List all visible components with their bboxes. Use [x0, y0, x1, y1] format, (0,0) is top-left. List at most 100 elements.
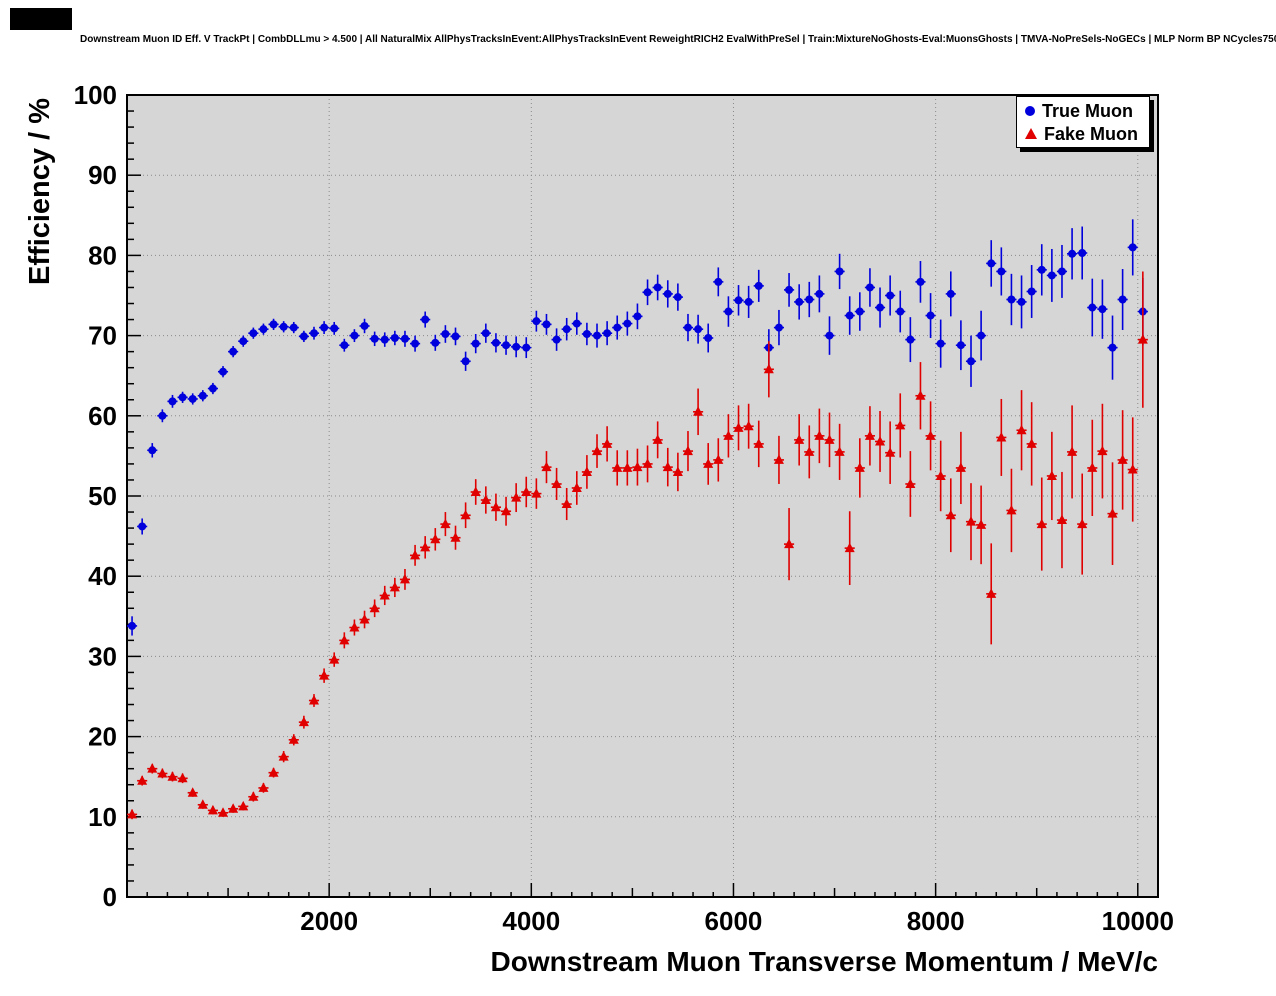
data-point: [350, 331, 359, 340]
data-point: [228, 803, 239, 813]
data-point: [288, 734, 299, 744]
data-point: [441, 329, 450, 338]
data-point: [774, 323, 783, 332]
plot-frame-background: [127, 95, 1158, 897]
data-point: [471, 339, 480, 348]
data-point: [773, 454, 784, 464]
data-point: [905, 478, 916, 488]
data-point: [330, 324, 339, 333]
data-point: [581, 466, 592, 476]
data-point: [734, 296, 743, 305]
data-point: [207, 804, 218, 815]
data-point: [219, 367, 228, 376]
svg-text:50: 50: [88, 481, 117, 511]
data-point: [431, 338, 440, 347]
svg-text:6000: 6000: [705, 906, 763, 936]
data-point: [935, 470, 946, 480]
legend-item-fake-muon: Fake Muon: [1017, 125, 1149, 143]
data-point: [298, 716, 309, 727]
data-point: [480, 494, 491, 505]
data-point: [704, 334, 713, 343]
data-point: [502, 341, 511, 350]
legend-item-true-muon: True Muon: [1017, 102, 1149, 120]
data-point: [1016, 424, 1027, 435]
data-point: [916, 277, 925, 286]
data-point: [622, 462, 633, 472]
data-point: [794, 434, 805, 444]
data-point: [1067, 446, 1078, 456]
data-point: [501, 505, 512, 516]
data-point: [238, 800, 249, 811]
data-point: [724, 307, 733, 316]
svg-text:10000: 10000: [1102, 906, 1174, 936]
data-point: [1007, 295, 1016, 304]
data-point: [531, 488, 542, 498]
data-point: [1117, 454, 1128, 464]
data-point: [754, 281, 763, 290]
fake-muon-marker-icon: [1025, 128, 1037, 139]
data-point: [197, 799, 208, 809]
data-point: [955, 462, 966, 472]
data-point: [532, 317, 541, 326]
data-point: [1026, 438, 1037, 448]
data-point: [249, 329, 258, 338]
data-point: [1078, 248, 1087, 257]
data-point: [834, 446, 845, 456]
data-point: [945, 509, 956, 520]
data-point: [1077, 518, 1088, 529]
data-point: [1056, 514, 1067, 525]
series-fake-muon: [127, 271, 1148, 820]
data-point: [713, 454, 724, 464]
data-point: [451, 332, 460, 341]
data-point: [410, 549, 421, 560]
data-point: [359, 614, 370, 624]
data-point: [1118, 295, 1127, 304]
x-axis-title: Downstream Muon Transverse Momentum / Me…: [490, 946, 1159, 977]
data-point: [835, 267, 844, 276]
data-point: [693, 406, 704, 416]
data-point: [512, 342, 521, 351]
data-point: [1047, 271, 1056, 280]
data-point: [582, 329, 591, 338]
data-point: [400, 334, 409, 343]
data-point: [421, 315, 430, 324]
data-point: [824, 434, 835, 444]
data-point: [379, 589, 390, 600]
data-point: [177, 772, 188, 783]
data-point: [694, 325, 703, 334]
data-point: [1046, 470, 1057, 480]
svg-text:30: 30: [88, 641, 117, 671]
data-point: [987, 259, 996, 268]
data-point: [158, 411, 167, 420]
data-point: [369, 602, 380, 613]
data-point: [320, 323, 329, 332]
data-point: [623, 319, 632, 328]
data-point: [682, 445, 693, 456]
svg-text:80: 80: [88, 240, 117, 270]
legend: True Muon Fake Muon: [1016, 96, 1150, 148]
data-point: [663, 289, 672, 298]
svg-text:8000: 8000: [907, 906, 965, 936]
data-point: [450, 532, 461, 542]
data-point: [319, 670, 330, 680]
data-point: [896, 307, 905, 316]
data-point: [522, 343, 531, 352]
data-point: [147, 763, 158, 773]
data-point: [977, 331, 986, 340]
data-point: [127, 808, 138, 819]
data-point: [1128, 243, 1137, 252]
data-point: [208, 384, 217, 393]
data-point: [481, 329, 490, 338]
svg-text:100: 100: [74, 80, 117, 110]
svg-text:2000: 2000: [300, 906, 358, 936]
data-point: [411, 339, 420, 348]
data-point: [804, 446, 815, 456]
data-point: [1036, 518, 1047, 529]
data-point: [895, 419, 906, 430]
axis-ticks: [127, 110, 1139, 897]
data-point: [814, 430, 825, 440]
data-point: [349, 622, 360, 632]
data-point: [521, 486, 532, 496]
data-point: [875, 435, 886, 446]
